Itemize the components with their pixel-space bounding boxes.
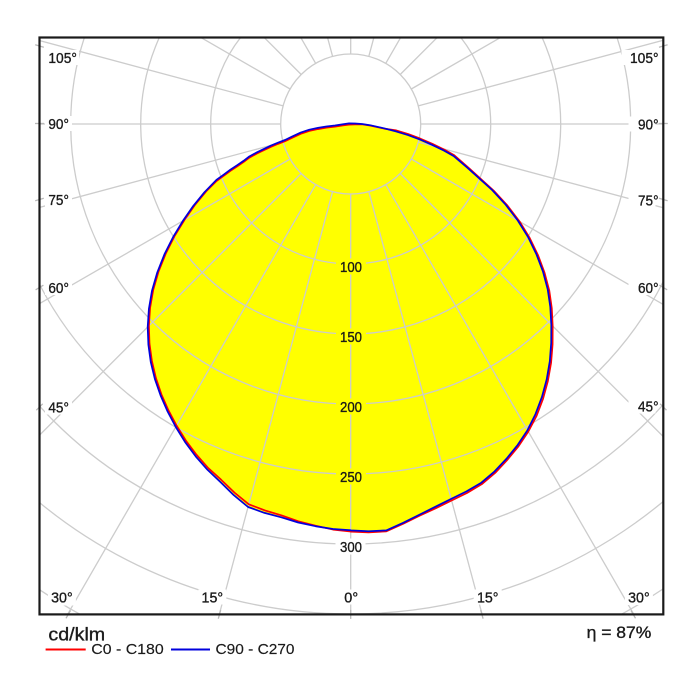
svg-text:30°: 30° [51, 589, 73, 606]
svg-text:250: 250 [340, 469, 362, 486]
svg-text:η = 87%: η = 87% [587, 623, 652, 642]
svg-text:90°: 90° [638, 116, 659, 133]
svg-text:75°: 75° [638, 192, 659, 209]
svg-text:60°: 60° [638, 280, 659, 297]
svg-text:C90 - C270: C90 - C270 [216, 641, 295, 658]
svg-text:105°: 105° [48, 50, 77, 67]
svg-text:45°: 45° [48, 399, 69, 416]
svg-text:15°: 15° [477, 589, 499, 606]
svg-text:30°: 30° [628, 589, 650, 606]
svg-text:cd/klm: cd/klm [48, 624, 105, 644]
svg-text:15°: 15° [202, 589, 224, 606]
svg-text:300: 300 [340, 539, 362, 556]
svg-text:45°: 45° [638, 398, 659, 415]
svg-text:150: 150 [340, 329, 362, 346]
svg-text:C0 - C180: C0 - C180 [91, 641, 163, 658]
svg-text:90°: 90° [48, 116, 69, 133]
svg-text:105°: 105° [630, 50, 659, 67]
svg-text:60°: 60° [48, 280, 69, 297]
svg-text:200: 200 [340, 399, 362, 416]
svg-text:0°: 0° [344, 589, 358, 606]
svg-text:100: 100 [340, 259, 362, 276]
svg-text:75°: 75° [48, 192, 69, 209]
